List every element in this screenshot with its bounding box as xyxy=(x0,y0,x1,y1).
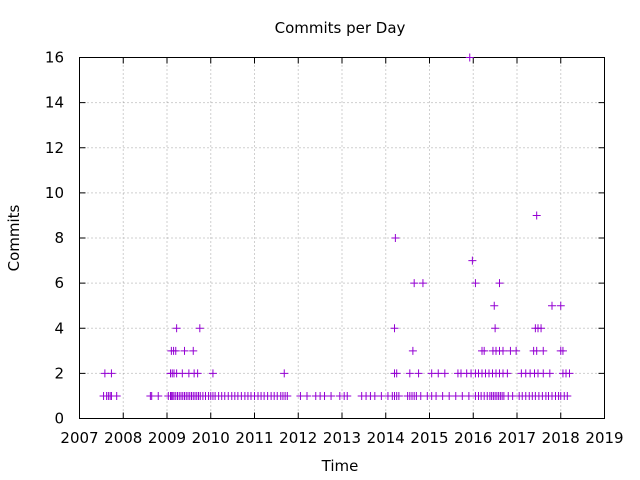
data-point xyxy=(539,346,548,355)
data-point xyxy=(491,324,500,333)
y-tick-label: 6 xyxy=(54,274,64,292)
x-tick-label: 2008 xyxy=(104,429,142,447)
data-point xyxy=(465,53,474,62)
y-tick-label: 4 xyxy=(54,319,64,337)
x-tick-label: 2019 xyxy=(585,429,623,447)
data-point xyxy=(303,391,311,400)
data-point xyxy=(490,301,499,310)
data-point xyxy=(327,391,336,400)
x-tick-label: 2016 xyxy=(454,429,492,447)
data-point xyxy=(390,324,399,333)
data-point xyxy=(499,346,507,355)
data-point xyxy=(405,369,414,378)
data-point xyxy=(107,369,116,378)
data-points xyxy=(99,53,574,400)
x-tick-label: 2018 xyxy=(542,429,580,447)
x-tick-label: 2017 xyxy=(498,429,536,447)
data-point xyxy=(558,346,567,355)
y-tick-label: 2 xyxy=(54,364,64,382)
data-point xyxy=(408,346,417,355)
data-point xyxy=(548,301,556,310)
x-tick-label: 2014 xyxy=(367,429,405,447)
x-tick-label: 2009 xyxy=(148,429,186,447)
data-point xyxy=(154,391,163,400)
data-point xyxy=(512,346,521,355)
grid-lines xyxy=(79,57,605,419)
data-point xyxy=(180,346,189,355)
data-point xyxy=(503,369,512,378)
y-axis-label: Commits xyxy=(5,204,23,271)
data-point xyxy=(280,369,289,378)
data-point xyxy=(545,369,554,378)
y-tick-label: 8 xyxy=(54,229,64,247)
x-tick-label: 2015 xyxy=(410,429,448,447)
x-tick-label: 2010 xyxy=(192,429,230,447)
chart-title: Commits per Day xyxy=(275,19,406,37)
axis-ticks: 2007 2008 2009 2010 2011 2012 2013 2014 2015 2016… xyxy=(45,49,624,448)
data-point xyxy=(565,369,574,378)
x-tick-label: 2012 xyxy=(279,429,317,447)
data-point xyxy=(391,234,400,242)
data-point xyxy=(392,369,401,378)
x-tick-label: 2007 xyxy=(60,429,98,447)
data-point xyxy=(208,369,217,378)
x-tick-label: 2011 xyxy=(235,429,273,447)
data-point xyxy=(495,279,504,288)
data-point xyxy=(410,279,419,288)
data-point xyxy=(343,391,352,400)
data-point xyxy=(556,301,565,310)
y-tick-label: 0 xyxy=(54,410,64,428)
x-tick-label: 2013 xyxy=(323,429,361,447)
data-point xyxy=(189,346,198,355)
data-point xyxy=(195,324,204,333)
data-point xyxy=(440,369,449,378)
data-point xyxy=(414,369,423,378)
y-tick-label: 10 xyxy=(45,184,64,202)
data-point xyxy=(468,256,477,265)
data-point xyxy=(471,279,480,288)
data-point xyxy=(394,391,403,400)
data-point xyxy=(283,391,292,400)
y-tick-label: 16 xyxy=(45,49,64,67)
y-tick-label: 12 xyxy=(45,139,64,157)
data-point xyxy=(537,324,546,333)
data-point xyxy=(418,279,427,288)
data-point xyxy=(193,369,202,378)
y-tick-label: 14 xyxy=(45,94,64,112)
x-axis-label: Time xyxy=(321,457,359,475)
data-point xyxy=(171,346,180,355)
data-point xyxy=(172,324,181,333)
data-point xyxy=(563,391,572,400)
data-point xyxy=(480,346,489,355)
data-point xyxy=(532,211,541,220)
data-point xyxy=(112,391,121,400)
